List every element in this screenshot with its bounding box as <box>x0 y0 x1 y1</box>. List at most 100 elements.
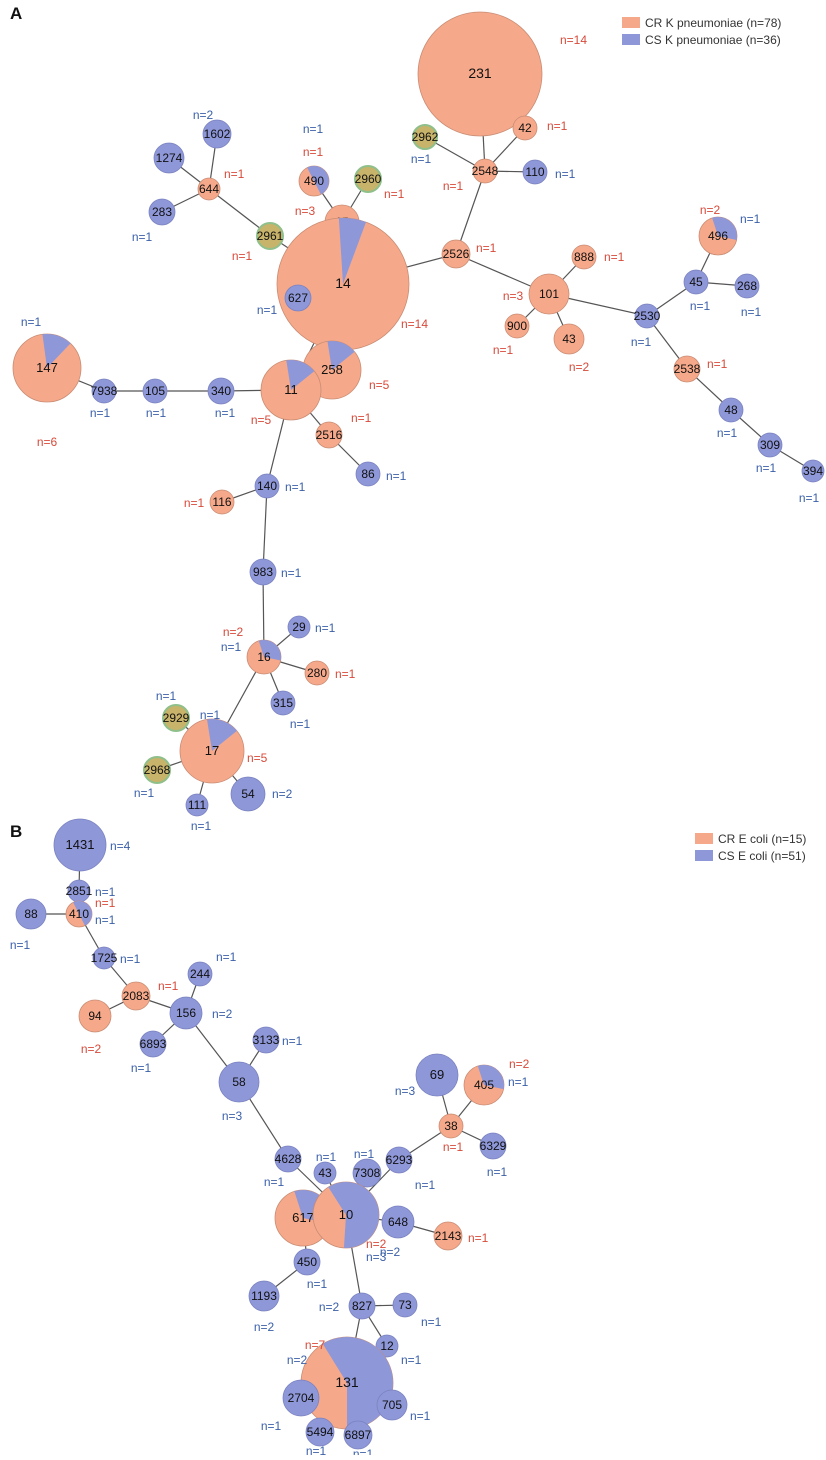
node-slice-cr <box>209 489 235 515</box>
panel-b-letter: B <box>10 822 23 841</box>
node-id-label: 6329 <box>480 1139 507 1153</box>
node-id-label: 45 <box>689 275 703 289</box>
node-id-label: 394 <box>803 464 823 478</box>
node-st7308: 7308 n=1 <box>352 1147 382 1188</box>
node-id-label: 1602 <box>204 127 231 141</box>
node-st156: 156 n=2 <box>169 996 233 1030</box>
node-slice-cs <box>683 269 709 295</box>
node-id-label: 2960 <box>355 172 382 186</box>
count-label: n=14 <box>560 33 587 47</box>
node-id-label: 14 <box>335 275 351 291</box>
count-label: n=1 <box>156 689 177 703</box>
node-id-label: 12 <box>380 1339 394 1353</box>
legend-b: CR E coli (n=15) CS E coli (n=51) <box>695 830 806 864</box>
node-id-label: 827 <box>352 1299 372 1313</box>
count-label: n=1 <box>335 667 356 681</box>
node-slice-cs <box>274 1145 302 1173</box>
node-id-label: 648 <box>388 1215 408 1229</box>
node-st2530: 2530 n=1 <box>631 303 661 349</box>
node-st6897: 6897 n=1 <box>343 1420 374 1460</box>
node-id-label: 94 <box>88 1009 102 1023</box>
count-label: n=1 <box>799 491 820 505</box>
node-st231: 231 n=14 <box>417 11 587 137</box>
node-slice-cs <box>712 217 737 240</box>
node-st54: 54 n=2 <box>230 776 293 812</box>
node-slice-other <box>412 124 438 150</box>
count-label: n=1 <box>21 315 42 329</box>
node-slice-cs <box>218 1061 260 1103</box>
node-id-label: 6893 <box>140 1037 167 1051</box>
node-st2548: 2548 n=1 <box>443 158 499 193</box>
count-label: n=1 <box>120 952 141 966</box>
node-st131: 131 n=7n=2 <box>287 1336 394 1430</box>
count-label: n=1 <box>264 1175 285 1189</box>
node-id-label: 2851 <box>66 884 93 898</box>
node-st340: 340 n=1 <box>207 377 236 420</box>
node-st14: 14 n=14 <box>276 217 428 351</box>
node-id-label: 2548 <box>472 164 499 178</box>
node-st69: 69 n=3 <box>395 1053 459 1098</box>
node-id-label: 2516 <box>316 428 343 442</box>
node-st983: 983 n=1 <box>249 558 302 586</box>
node-slice-cs <box>248 1280 280 1312</box>
count-label: n=1 <box>315 621 336 635</box>
node-id-label: 2929 <box>163 711 190 725</box>
count-label: n=2 <box>700 203 721 217</box>
node-st900: 900 n=1 <box>493 313 530 357</box>
count-label: n=5 <box>251 413 272 427</box>
node-st644: 644 n=1 <box>197 167 245 201</box>
node-st2538: 2538 n=1 <box>673 355 728 383</box>
node-st1274: 1274 <box>153 142 185 174</box>
node-slice-cs <box>352 1158 382 1188</box>
node-slice-cs <box>328 1182 379 1249</box>
count-label: n=14 <box>401 317 428 331</box>
count-label: n=1 <box>756 461 777 475</box>
count-label: n=1 <box>476 241 497 255</box>
count-label: n=1 <box>547 119 568 133</box>
node-st888: 888 n=1 <box>571 244 625 270</box>
node-st268: 268 n=1 <box>734 273 762 319</box>
count-label: n=1 <box>282 1034 303 1048</box>
node-st1725: 1725 n=1 <box>91 946 141 970</box>
count-label: n=2 <box>254 1320 275 1334</box>
count-label: n=1 <box>707 357 728 371</box>
node-id-label: 10 <box>339 1207 353 1222</box>
node-slice-cr <box>197 177 221 201</box>
node-id-label: 405 <box>474 1078 494 1092</box>
node-id-label: 4628 <box>275 1152 302 1166</box>
node-slice-cs <box>153 142 185 174</box>
node-id-label: 2704 <box>288 1391 315 1405</box>
legend-swatch-cr <box>622 17 640 28</box>
node-st2968: 2968 n=1 <box>134 756 171 800</box>
node-slice-cs <box>293 1248 321 1276</box>
node-st10: 10 n=2n=3 <box>312 1181 387 1264</box>
count-label: n=1 <box>232 249 253 263</box>
node-st2083: 2083 n=1 <box>121 979 179 1011</box>
count-label: n=1 <box>690 299 711 313</box>
node-id-label: 105 <box>145 384 165 398</box>
node-slice-cr <box>438 1113 464 1139</box>
node-slice-cr <box>433 1221 463 1251</box>
count-label: n=1 <box>257 303 278 317</box>
node-slice-cr <box>441 239 471 269</box>
node-id-label: 490 <box>304 174 324 188</box>
count-label: n=1 <box>221 640 242 654</box>
node-slice-cs <box>230 776 266 812</box>
node-id-label: 315 <box>273 696 293 710</box>
node-id-label: 140 <box>257 479 277 493</box>
node-st705: 705 n=1 <box>376 1389 431 1423</box>
node-slice-cr <box>472 158 498 184</box>
legend-item-cs: CS E coli (n=51) <box>695 847 806 864</box>
node-id-label: 48 <box>724 403 738 417</box>
node-slice-cr <box>571 244 597 270</box>
count-label: n=1 <box>443 179 464 193</box>
legend-label-cr: CR E coli (n=15) <box>718 831 807 846</box>
count-label: n=1 <box>443 1140 464 1154</box>
node-slice-cs <box>322 1337 393 1429</box>
node-slice-cs <box>757 432 783 458</box>
node-id-label: 7308 <box>354 1166 381 1180</box>
node-id-label: 983 <box>253 565 273 579</box>
node-slice-cs <box>258 639 281 661</box>
node-st48: 48 n=1 <box>717 397 744 440</box>
